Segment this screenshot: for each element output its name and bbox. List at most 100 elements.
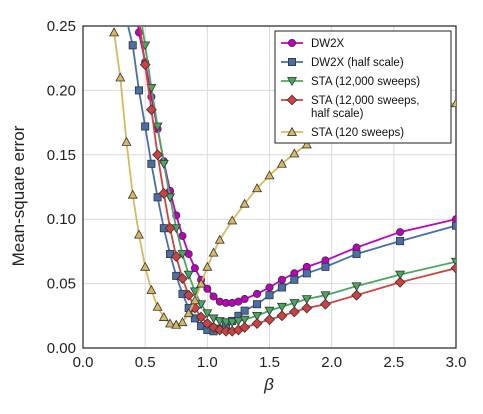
legend-box	[274, 30, 452, 144]
data-point	[158, 188, 170, 199]
data-point	[451, 221, 456, 230]
y-tick-label: 0.15	[47, 147, 76, 164]
data-point	[396, 237, 405, 246]
plot-area	[109, 26, 456, 337]
data-point	[177, 317, 188, 327]
data-point	[141, 122, 150, 131]
data-point	[396, 228, 405, 237]
data-point	[146, 284, 157, 294]
data-point	[227, 318, 238, 328]
data-point	[152, 149, 164, 161]
data-point	[121, 136, 132, 146]
data-point	[252, 311, 263, 321]
data-point	[171, 319, 182, 329]
data-point	[265, 291, 274, 300]
legend-label: STA (120 sweeps)	[311, 127, 404, 139]
x-tick-label: 1.0	[197, 354, 218, 371]
data-point	[139, 59, 151, 71]
legend-label: DW2X (half scale)	[311, 57, 404, 69]
legend-marker	[287, 58, 296, 67]
x-axis-label: β	[263, 375, 274, 394]
data-point	[145, 104, 157, 116]
data-point	[164, 222, 176, 234]
data-point	[209, 292, 218, 301]
data-point	[208, 314, 219, 324]
axes	[82, 25, 457, 349]
data-point	[208, 247, 219, 257]
data-point	[134, 86, 143, 95]
y-tick-label: 0.20	[47, 82, 76, 99]
data-point	[301, 302, 313, 314]
x-tick-label: 1.5	[259, 354, 280, 371]
data-point	[352, 249, 361, 258]
data-point	[276, 310, 288, 322]
data-point	[321, 262, 330, 271]
data-point	[227, 215, 238, 225]
data-point	[239, 198, 250, 208]
tick-labels: 0.0 0.5 1.0 1.5 2.0 2.5 3.0 0.00 0.05 0.10 0.15 0.2…	[47, 18, 467, 371]
data-point	[177, 250, 188, 260]
data-point	[264, 314, 275, 326]
y-tick-label: 0.25	[47, 18, 76, 35]
data-point	[152, 122, 163, 132]
data-point	[202, 261, 213, 271]
data-point	[264, 306, 275, 316]
data-point	[253, 300, 262, 309]
data-point	[133, 229, 144, 239]
x-tick-label: 2.5	[383, 354, 404, 371]
data-point	[252, 183, 263, 193]
data-point	[240, 295, 249, 304]
data-point	[251, 318, 263, 329]
data-point	[451, 98, 456, 108]
data-point	[202, 309, 213, 319]
plot-frame	[82, 25, 457, 349]
legend-marker	[286, 94, 298, 106]
data-point	[395, 270, 406, 280]
y-tick-label: 0.10	[47, 211, 76, 228]
data-point	[189, 287, 200, 297]
data-point	[177, 273, 188, 284]
data-point	[195, 311, 207, 323]
legend-marker	[287, 39, 296, 48]
data-point	[165, 318, 176, 328]
data-point	[183, 270, 194, 280]
x-tick-label: 0.0	[73, 354, 94, 371]
data-point	[153, 193, 162, 202]
data-point	[276, 158, 287, 168]
legend-marker	[287, 126, 297, 136]
data-point	[301, 139, 312, 149]
legend-label: STA (12,000 sweeps,	[311, 95, 419, 107]
data-point	[140, 261, 151, 271]
data-point	[115, 72, 126, 82]
legend-label: DW2X	[311, 38, 345, 50]
data-point	[189, 295, 200, 305]
data-point	[277, 275, 286, 284]
legend-marker	[287, 77, 297, 87]
data-point	[239, 321, 251, 333]
data-point	[208, 321, 219, 333]
series-3	[138, 26, 456, 337]
x-tick-label: 0.5	[135, 354, 156, 371]
data-point	[158, 311, 169, 321]
legend-label: STA (12,000 sweeps)	[311, 76, 420, 88]
data-point	[127, 189, 138, 199]
data-point	[288, 306, 300, 318]
x-tick-label: 3.0	[446, 354, 467, 371]
data-point	[394, 276, 406, 288]
data-point	[277, 283, 286, 292]
data-point	[170, 251, 182, 262]
data-point	[450, 262, 456, 274]
data-point	[289, 299, 300, 309]
data-point	[147, 159, 156, 168]
y-axis-label: Mean-square error	[9, 125, 28, 266]
data-point	[158, 159, 169, 169]
data-point	[451, 257, 456, 267]
data-point	[214, 324, 226, 336]
data-point	[320, 291, 331, 301]
data-point	[214, 234, 225, 244]
y-tick-label: 0.05	[47, 276, 76, 293]
data-point	[302, 269, 311, 278]
data-point	[233, 317, 244, 327]
data-point	[351, 289, 362, 301]
y-tick-label: 0.00	[47, 340, 76, 357]
